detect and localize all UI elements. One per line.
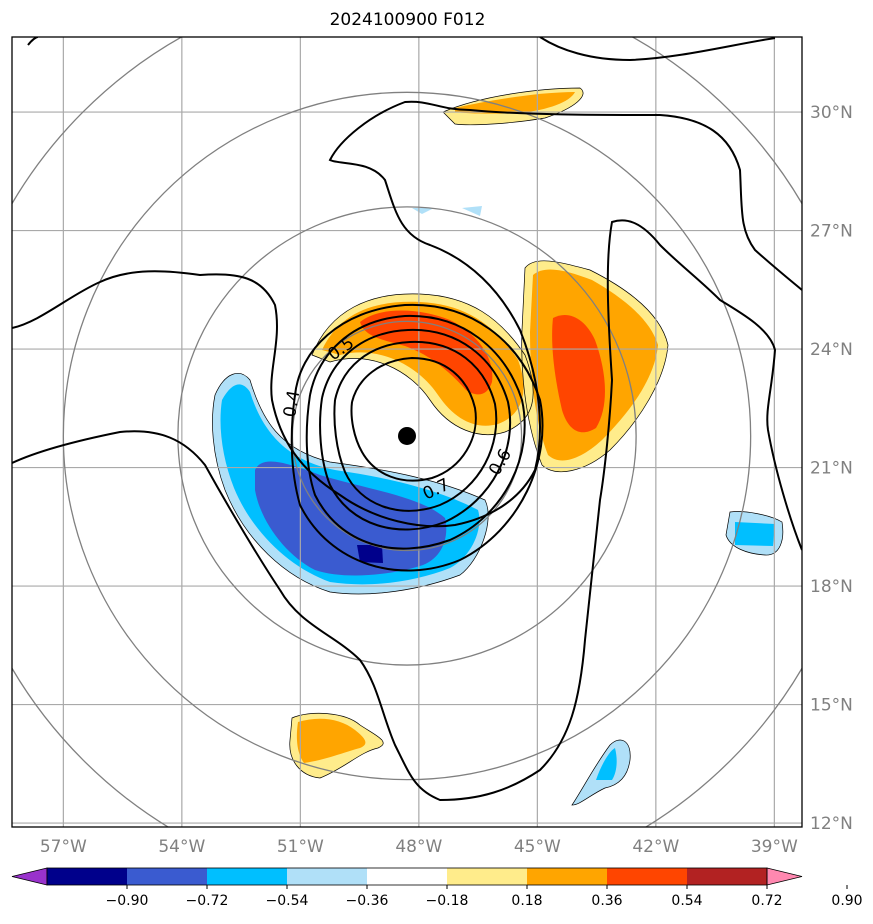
shade-south-sliver-blue xyxy=(596,748,617,780)
colorbar-label: −0.90 xyxy=(106,893,149,909)
contour-0.6 xyxy=(333,340,498,512)
shade-east-lobe-red xyxy=(552,314,605,433)
latitude-label: 15°N xyxy=(810,696,853,716)
colorbar-frame xyxy=(46,867,768,886)
colorbar-label: 0.36 xyxy=(591,893,622,909)
outline-east-lobe xyxy=(521,260,669,473)
outline-south-sliver xyxy=(571,739,631,806)
latitude-label: 21°N xyxy=(810,459,853,479)
outline-north-streak xyxy=(442,87,584,126)
shade-speck-1 xyxy=(412,208,434,214)
colorbar-extend-low xyxy=(11,867,48,886)
contour-north-east-arc xyxy=(539,37,776,62)
contour-lines xyxy=(12,37,802,802)
colorbar-label: −0.36 xyxy=(346,893,389,909)
colorbar: −0.90 −0.72 −0.54 −0.36 −0.18 0.18 0.36 0.54 0.7… xyxy=(11,867,863,909)
longitude-labels: 57°W 54°W 51°W 48°W 45°W 42°W 39°W xyxy=(40,837,798,857)
shade-sw-dark-patch xyxy=(357,545,383,563)
outline-central-arc xyxy=(311,293,534,435)
contour-0.5 xyxy=(305,314,526,550)
range-ring xyxy=(62,91,752,781)
colorbar-label: 0.72 xyxy=(751,893,782,909)
longitude-label: 42°W xyxy=(632,837,679,857)
shade-east-blob-blue xyxy=(735,522,775,546)
contour-0.55 xyxy=(319,328,512,531)
colorbar-swatch xyxy=(127,868,208,885)
contour-0.7 xyxy=(350,356,477,482)
colorbar-swatch xyxy=(207,868,288,885)
shade-speck-2 xyxy=(462,206,482,216)
colorbar-extend-high xyxy=(766,867,803,886)
shade-north-streak-orange xyxy=(455,92,575,114)
longitude-label: 48°W xyxy=(395,837,442,857)
longitude-label: 39°W xyxy=(751,837,798,857)
latitude-label: 30°N xyxy=(810,103,853,123)
colorbar-label: 0.18 xyxy=(511,893,542,909)
colorbar-swatch xyxy=(287,868,368,885)
shade-sw-arc-mediumblue xyxy=(255,461,447,576)
longitude-label: 45°W xyxy=(514,837,561,857)
colorbar-label: −0.18 xyxy=(426,893,469,909)
range-ring xyxy=(12,37,802,827)
contour-outer-west xyxy=(12,270,536,528)
colorbar-label: −0.54 xyxy=(266,893,309,909)
colorbar-swatch xyxy=(447,868,528,885)
colorbar-label: −0.72 xyxy=(186,893,229,909)
colorbar-swatch xyxy=(527,868,608,885)
contour-southern-loop xyxy=(12,219,802,802)
map-plot-area: 0.4 0.5 0.6 0.7 xyxy=(12,37,802,827)
longitude-label: 51°W xyxy=(277,837,324,857)
latitude-labels: 30°N 27°N 24°N 21°N 18°N 15°N 12°N xyxy=(810,103,853,834)
shade-south-blob-orange xyxy=(296,718,366,763)
longitude-label: 54°W xyxy=(158,837,205,857)
colorbar-label: 0.54 xyxy=(671,893,702,909)
latitude-label: 12°N xyxy=(810,814,853,834)
map-frame xyxy=(11,36,803,828)
contour-label-0.4: 0.4 xyxy=(280,389,304,419)
longitude-label: 57°W xyxy=(40,837,87,857)
colorbar-swatch xyxy=(687,868,768,885)
outline-east-blob xyxy=(725,511,784,556)
range-rings xyxy=(12,37,802,827)
outline-south-blob xyxy=(289,712,384,779)
colorbar-label: 0.90 xyxy=(831,893,862,909)
chart-title: 2024100900 F012 xyxy=(329,10,486,30)
contour-outer-north xyxy=(328,100,802,471)
latitude-label: 18°N xyxy=(810,577,853,597)
colorbar-swatch xyxy=(367,868,448,885)
latitude-label: 24°N xyxy=(810,340,853,360)
storm-center-marker xyxy=(398,426,416,445)
colorbar-swatch xyxy=(607,868,688,885)
contour-corner-nw xyxy=(27,37,39,46)
range-ring xyxy=(177,206,637,666)
latitude-label: 27°N xyxy=(810,222,853,242)
contour-label-0.6: 0.6 xyxy=(485,446,516,479)
colorbar-swatch xyxy=(47,868,128,885)
contour-0.4 xyxy=(290,303,544,572)
